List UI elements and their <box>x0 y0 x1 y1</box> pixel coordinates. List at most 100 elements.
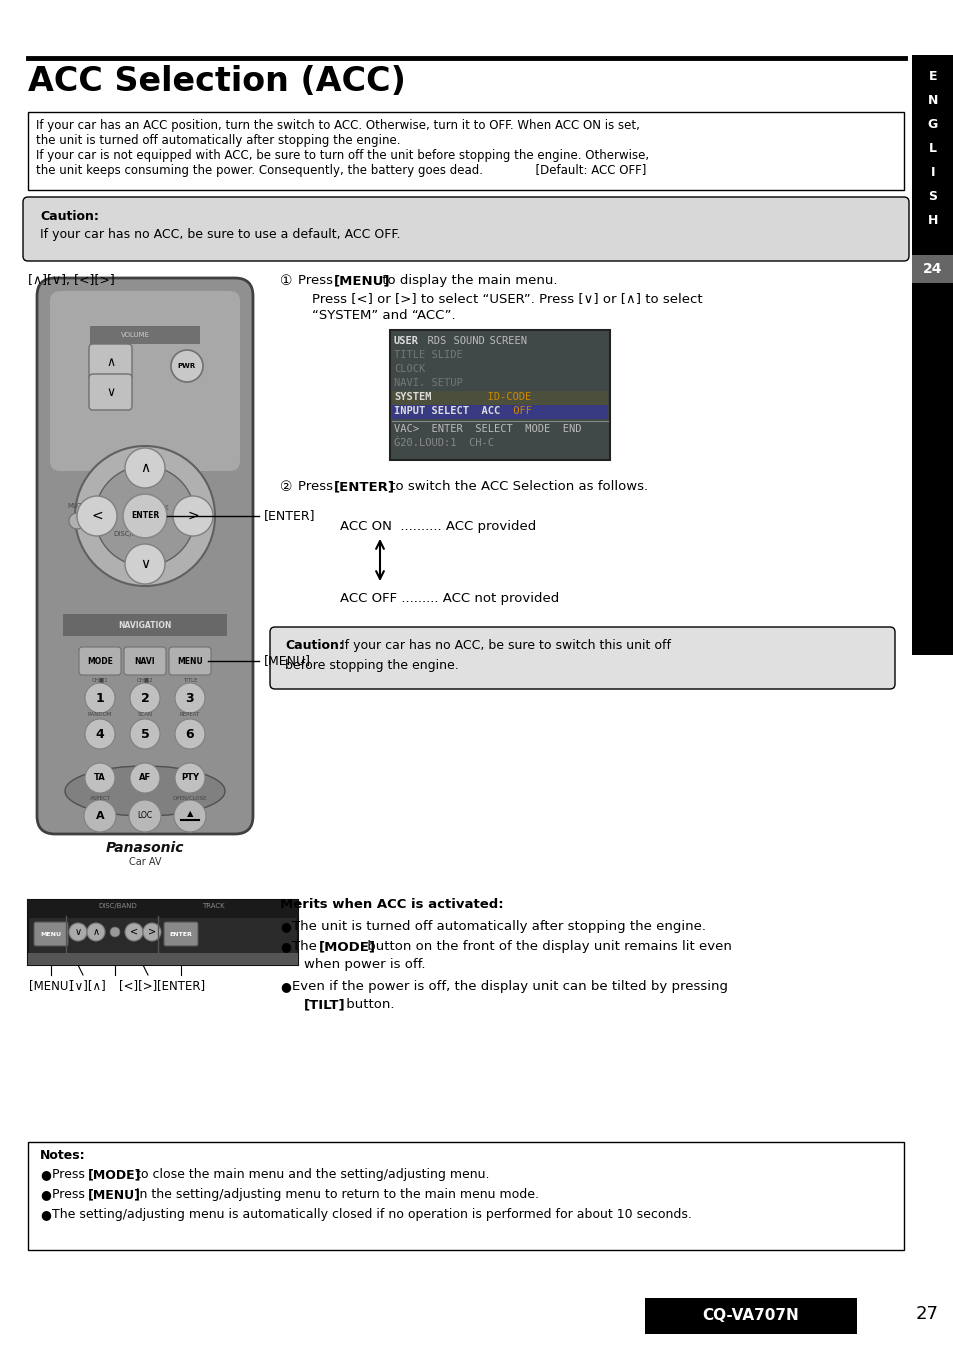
Text: to display the main menu.: to display the main menu. <box>377 274 557 287</box>
Circle shape <box>130 683 160 714</box>
Text: VAC>  ENTER  SELECT  MODE  END: VAC> ENTER SELECT MODE END <box>394 424 581 434</box>
Circle shape <box>143 923 161 942</box>
Text: 27: 27 <box>915 1304 938 1323</box>
Text: ▲: ▲ <box>187 809 193 819</box>
Text: Caution:: Caution: <box>40 210 99 223</box>
Text: REPEAT: REPEAT <box>179 711 200 716</box>
Text: ACC Selection (ACC): ACC Selection (ACC) <box>28 65 405 98</box>
FancyBboxPatch shape <box>34 921 68 946</box>
Text: ②: ② <box>280 480 293 494</box>
Text: E: E <box>928 70 936 84</box>
FancyBboxPatch shape <box>911 55 953 656</box>
Text: [∧][∨], [<][>]: [∧][∨], [<][>] <box>28 274 114 287</box>
Text: ●: ● <box>280 979 291 993</box>
Text: [ENTER]: [ENTER] <box>264 510 315 522</box>
Circle shape <box>110 927 120 938</box>
FancyBboxPatch shape <box>28 1143 903 1251</box>
Circle shape <box>125 923 143 942</box>
Text: [MENU]: [MENU] <box>29 979 73 992</box>
Text: ●: ● <box>40 1168 51 1180</box>
Text: If your car has an ACC position, turn the switch to ACC. Otherwise, turn it to O: If your car has an ACC position, turn th… <box>36 119 639 132</box>
Circle shape <box>69 513 85 529</box>
Text: A: A <box>95 811 104 822</box>
Text: DISC/BAND: DISC/BAND <box>98 902 137 909</box>
Text: TITLE SLIDE: TITLE SLIDE <box>394 349 462 360</box>
Text: Ġ20.LOUD:1  CH-C: Ġ20.LOUD:1 CH-C <box>394 438 494 448</box>
Text: in the setting/adjusting menu to return to the main menu mode.: in the setting/adjusting menu to return … <box>132 1188 538 1201</box>
Text: Press: Press <box>52 1168 89 1180</box>
Text: ●: ● <box>40 1207 51 1221</box>
FancyBboxPatch shape <box>63 614 227 635</box>
Text: ID-CODE: ID-CODE <box>425 393 531 402</box>
Text: [TILT]: [TILT] <box>304 998 345 1010</box>
Text: NAVIGATION: NAVIGATION <box>118 621 172 630</box>
Text: to close the main menu and the setting/adjusting menu.: to close the main menu and the setting/a… <box>132 1168 489 1180</box>
Circle shape <box>174 719 205 749</box>
Text: ACC OFF ......... ACC not provided: ACC OFF ......... ACC not provided <box>339 592 558 604</box>
Text: CQ-VA707N: CQ-VA707N <box>702 1309 799 1323</box>
Text: MENU: MENU <box>40 932 62 936</box>
Text: ∧: ∧ <box>140 461 150 475</box>
Circle shape <box>130 764 160 793</box>
Text: MUTE: MUTE <box>67 503 87 509</box>
Text: TA: TA <box>94 773 106 782</box>
Text: L: L <box>928 142 936 155</box>
Circle shape <box>174 683 205 714</box>
Text: N: N <box>927 94 937 107</box>
Text: PWR: PWR <box>177 363 196 370</box>
Text: <: < <box>130 927 138 938</box>
Text: ∨: ∨ <box>74 927 81 938</box>
FancyBboxPatch shape <box>89 344 132 380</box>
Circle shape <box>85 719 115 749</box>
Text: when power is off.: when power is off. <box>304 958 425 971</box>
FancyBboxPatch shape <box>37 278 253 834</box>
Text: OFF: OFF <box>482 406 532 415</box>
Text: ∨: ∨ <box>107 386 115 398</box>
Ellipse shape <box>65 766 225 816</box>
Text: >: > <box>148 927 156 938</box>
Text: SOUND: SOUND <box>440 336 484 345</box>
Text: Car AV: Car AV <box>129 857 161 867</box>
Text: Panasonic: Panasonic <box>106 840 184 855</box>
FancyBboxPatch shape <box>270 627 894 689</box>
Text: Press: Press <box>297 480 337 492</box>
Text: Caution:: Caution: <box>285 639 343 652</box>
Text: OPEN/CLOSE: OPEN/CLOSE <box>172 796 207 800</box>
Text: [MENU]: [MENU] <box>88 1188 141 1201</box>
FancyBboxPatch shape <box>50 291 240 471</box>
Text: [<][>]: [<][>] <box>119 979 157 992</box>
Circle shape <box>85 683 115 714</box>
Text: The setting/adjusting menu is automatically closed if no operation is performed : The setting/adjusting menu is automatica… <box>52 1207 691 1221</box>
Text: The: The <box>292 940 321 952</box>
Text: 1: 1 <box>95 692 104 704</box>
Text: the unit is turned off automatically after stopping the engine.: the unit is turned off automatically aft… <box>36 134 400 147</box>
Text: INPUT SELECT  ACC: INPUT SELECT ACC <box>394 406 499 415</box>
Text: RANDOM: RANDOM <box>88 711 112 716</box>
Text: [ENTER]: [ENTER] <box>157 979 205 992</box>
FancyBboxPatch shape <box>89 374 132 410</box>
FancyBboxPatch shape <box>390 331 609 460</box>
Text: [∨][∧]: [∨][∧] <box>71 979 106 992</box>
Text: <: < <box>91 509 103 523</box>
Circle shape <box>172 496 213 536</box>
Text: SCREEN: SCREEN <box>476 336 527 345</box>
Text: LOC: LOC <box>137 812 152 820</box>
Text: TRACK: TRACK <box>201 902 224 909</box>
Text: If your car has no ACC, be sure to switch this unit off: If your car has no ACC, be sure to switc… <box>336 639 670 652</box>
Text: ∧: ∧ <box>92 927 99 938</box>
Text: Press: Press <box>297 274 337 287</box>
Text: H: H <box>927 214 937 227</box>
Text: I: I <box>930 166 934 179</box>
Text: ASPECT: ASPECT <box>90 796 111 800</box>
Text: [MENU]: [MENU] <box>334 274 390 287</box>
FancyBboxPatch shape <box>644 1298 856 1334</box>
FancyBboxPatch shape <box>23 197 908 260</box>
Text: CLOCK: CLOCK <box>394 364 425 374</box>
Text: button on the front of the display unit remains lit even: button on the front of the display unit … <box>363 940 731 952</box>
Text: ①: ① <box>280 274 293 287</box>
FancyBboxPatch shape <box>28 112 903 190</box>
Text: MENU: MENU <box>177 657 203 665</box>
FancyBboxPatch shape <box>28 952 297 965</box>
Text: [MENU]: [MENU] <box>264 654 311 668</box>
Text: RDS: RDS <box>415 336 446 345</box>
